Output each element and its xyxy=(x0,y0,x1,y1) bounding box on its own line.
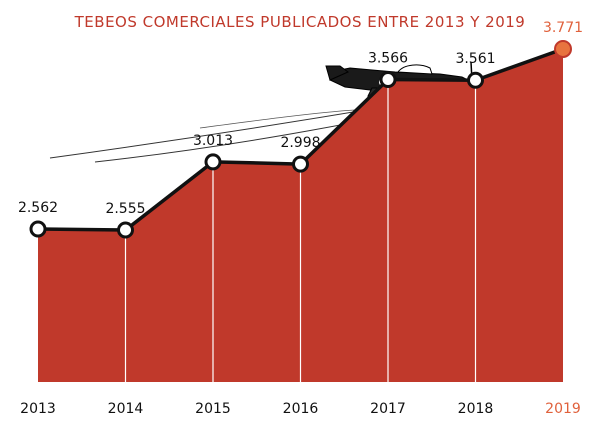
x-tick-label: 2019 xyxy=(545,401,581,417)
x-tick-label: 2018 xyxy=(458,401,494,417)
data-point xyxy=(117,221,134,239)
x-tick-label: 2015 xyxy=(195,401,231,417)
data-label: 2.555 xyxy=(105,201,145,217)
data-point xyxy=(467,71,484,89)
data-label: 2.998 xyxy=(280,135,320,151)
data-point xyxy=(29,220,47,238)
data-point xyxy=(379,71,397,89)
data-label: 3.771 xyxy=(543,20,583,36)
x-tick-label: 2013 xyxy=(20,401,56,417)
x-tick-label: 2014 xyxy=(108,401,144,417)
x-tick-label: 2017 xyxy=(370,401,406,417)
data-label: 3.013 xyxy=(193,133,233,149)
data-point xyxy=(292,155,309,173)
chart-title: TEBEOS COMERCIALES PUBLICADOS ENTRE 2013… xyxy=(74,13,526,31)
data-point xyxy=(204,153,222,171)
x-tick-label: 2016 xyxy=(283,401,319,417)
data-label: 2.562 xyxy=(18,200,58,216)
data-point xyxy=(554,39,572,58)
data-label: 3.561 xyxy=(455,51,495,67)
data-label: 3.566 xyxy=(368,51,408,67)
